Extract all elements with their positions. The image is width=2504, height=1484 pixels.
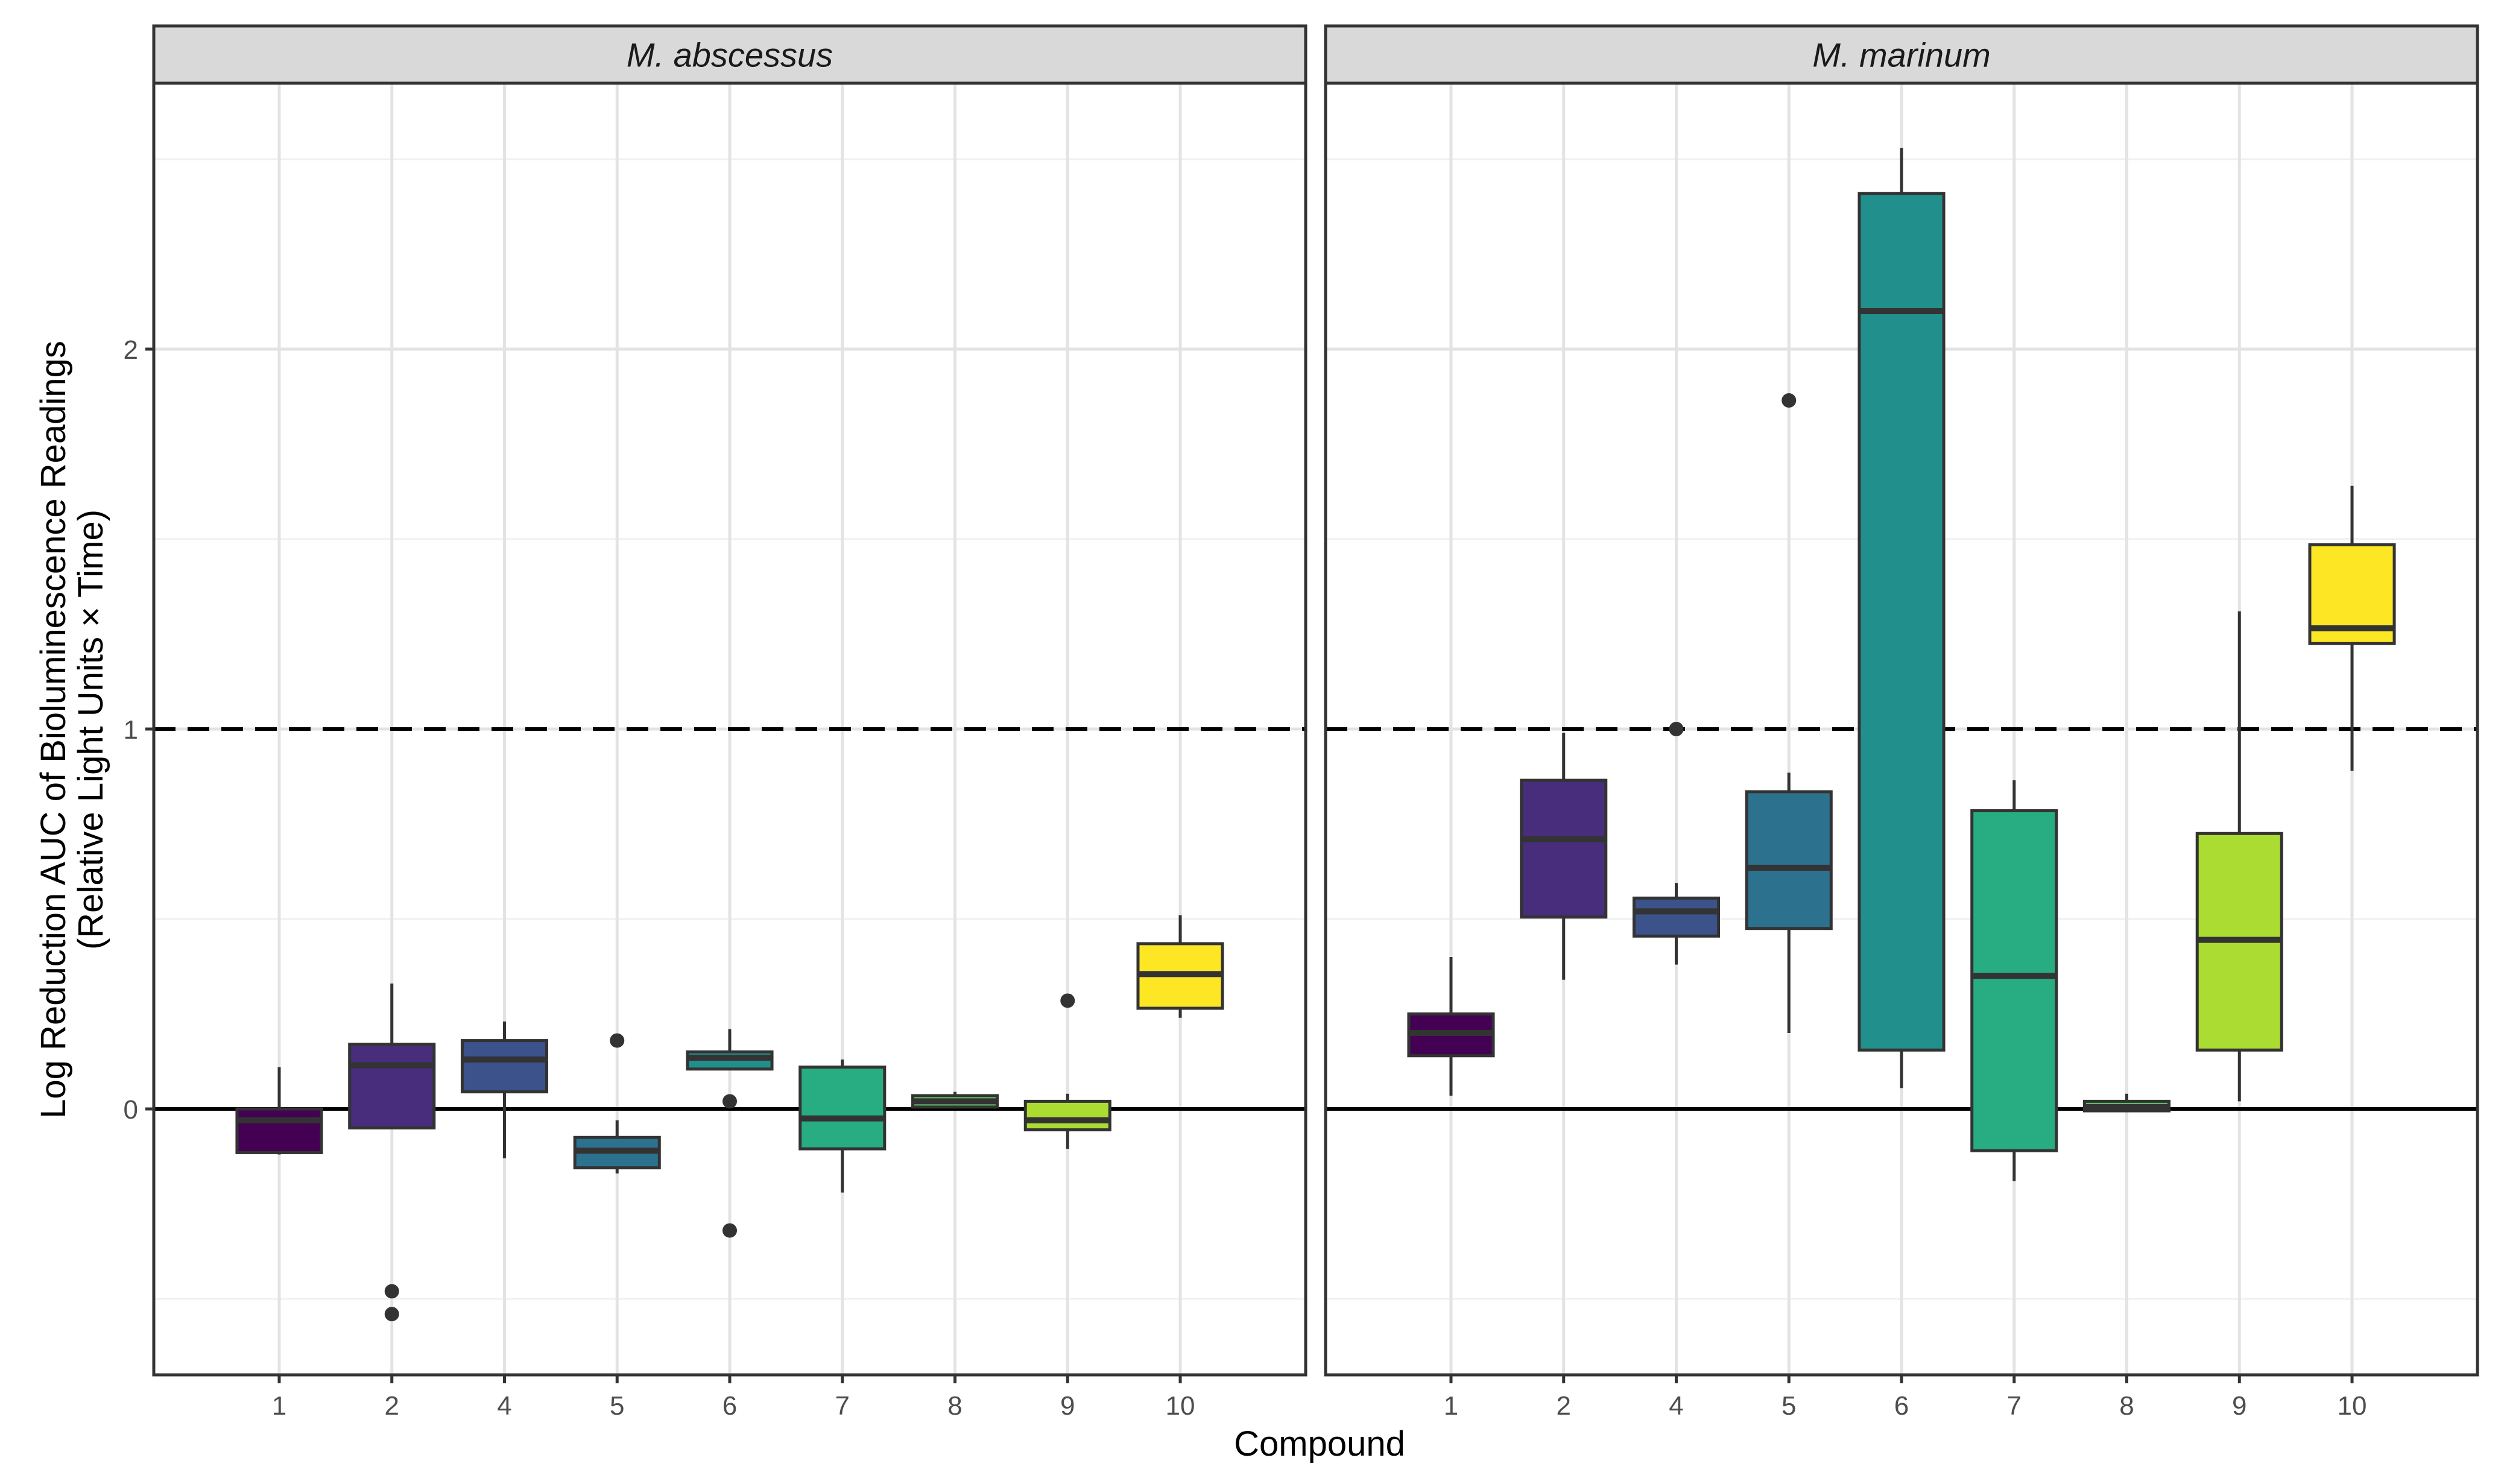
x-tick-label: 4 xyxy=(497,1391,511,1421)
panel-1: M. marinum 1 2 4 5 6 7 8 9 10 xyxy=(1324,24,2479,1421)
strip-title: M. marinum xyxy=(1812,36,1991,74)
x-tick-label: 7 xyxy=(2007,1391,2022,1421)
strip-background xyxy=(152,24,1307,85)
box-iqr xyxy=(1857,192,1946,1052)
y-axis-label-line1: Log Reduction AUC of Bioluminescence Rea… xyxy=(34,341,73,1119)
x-tick-label: 10 xyxy=(1166,1391,1195,1421)
x-tick-label: 6 xyxy=(722,1391,737,1421)
x-tick-label: 7 xyxy=(835,1391,850,1421)
box-iqr xyxy=(1520,778,1608,919)
box-iqr xyxy=(348,1043,436,1130)
y-axis-label-line2: (Relative Light Units × Time) xyxy=(71,510,110,950)
box-compound-6 xyxy=(1857,148,1946,1088)
panel-0: M. abscessus 1 2 4 5 6 7 8 9 10 0 1 2 xyxy=(124,24,1307,1421)
panels-layer: M. abscessus 1 2 4 5 6 7 8 9 10 0 1 2 M. marinum 1 2 4 5 6… xyxy=(124,24,2479,1421)
y-tick-label: 2 xyxy=(124,335,138,365)
x-tick-label: 6 xyxy=(1894,1391,1909,1421)
outlier-point xyxy=(384,1284,399,1299)
x-tick-label: 5 xyxy=(610,1391,624,1421)
outlier-point xyxy=(722,1094,737,1109)
box-compound-6 xyxy=(686,1029,774,1238)
box-compound-2 xyxy=(348,984,436,1322)
strip-title: M. abscessus xyxy=(627,36,833,74)
box-iqr xyxy=(1745,790,1833,930)
box-compound-7 xyxy=(798,1059,887,1193)
outlier-point xyxy=(384,1307,399,1322)
x-tick-label: 9 xyxy=(2232,1391,2246,1421)
box-compound-4 xyxy=(1632,722,1721,965)
box-iqr xyxy=(460,1039,549,1094)
box-compound-8 xyxy=(911,1091,999,1109)
box-compound-7 xyxy=(1970,780,2058,1181)
box-compound-9 xyxy=(1023,993,1111,1149)
box-iqr xyxy=(1970,809,2058,1152)
outlier-point xyxy=(1669,722,1684,736)
outlier-point xyxy=(722,1223,737,1238)
box-iqr xyxy=(798,1066,887,1151)
x-tick-label: 1 xyxy=(1444,1391,1458,1421)
box-compound-8 xyxy=(2082,1093,2171,1113)
y-tick-label: 0 xyxy=(124,1095,138,1125)
x-tick-label: 10 xyxy=(2338,1391,2367,1421)
box-iqr xyxy=(235,1107,323,1154)
x-tick-label: 2 xyxy=(384,1391,399,1421)
box-compound-1 xyxy=(1407,957,1495,1096)
box-compound-5 xyxy=(1745,393,1833,1033)
box-compound-5 xyxy=(573,1033,661,1174)
x-tick-label: 8 xyxy=(947,1391,962,1421)
outlier-point xyxy=(610,1033,625,1048)
outlier-point xyxy=(1060,993,1075,1008)
box-compound-4 xyxy=(460,1021,549,1158)
box-iqr xyxy=(1023,1099,1111,1132)
x-tick-label: 4 xyxy=(1669,1391,1683,1421)
box-compound-10 xyxy=(2308,485,2396,771)
box-compound-1 xyxy=(235,1067,323,1155)
x-tick-label: 1 xyxy=(272,1391,286,1421)
outlier-point xyxy=(1782,393,1797,408)
x-tick-label: 8 xyxy=(2119,1391,2134,1421)
box-compound-9 xyxy=(2195,611,2283,1102)
strip-background xyxy=(1324,24,2479,85)
box-iqr xyxy=(1632,896,1721,938)
x-tick-label: 9 xyxy=(1060,1391,1075,1421)
x-tick-label: 5 xyxy=(1782,1391,1796,1421)
x-tick-label: 2 xyxy=(1556,1391,1570,1421)
box-compound-2 xyxy=(1520,733,1608,980)
box-compound-10 xyxy=(1136,915,1224,1018)
y-tick-label: 1 xyxy=(124,715,138,745)
x-axis-label: Compound xyxy=(1234,1424,1405,1463)
